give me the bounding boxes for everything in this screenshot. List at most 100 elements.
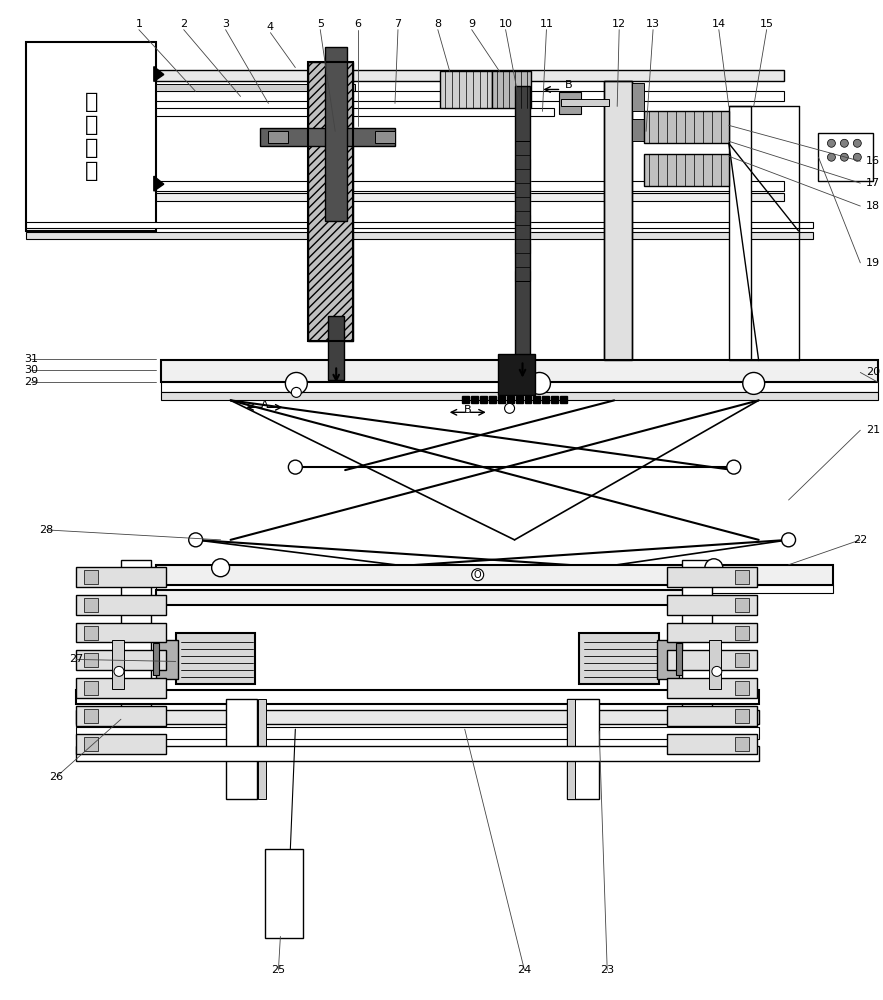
Bar: [26, 232, 813, 239]
Bar: [440, 71, 492, 108]
Polygon shape: [515, 271, 531, 281]
Bar: [667, 734, 757, 754]
Circle shape: [827, 153, 835, 161]
Text: 29: 29: [24, 377, 38, 387]
Bar: [632, 83, 644, 111]
Bar: [76, 706, 166, 726]
Polygon shape: [525, 396, 532, 403]
Bar: [155, 91, 783, 101]
Text: 15: 15: [759, 19, 774, 29]
Text: 27: 27: [69, 654, 83, 664]
Bar: [682, 560, 712, 759]
Polygon shape: [154, 176, 164, 191]
Bar: [26, 42, 155, 231]
Bar: [562, 99, 609, 106]
Bar: [76, 727, 758, 739]
Bar: [155, 84, 355, 91]
Text: 1: 1: [135, 19, 142, 29]
Bar: [225, 699, 258, 799]
Circle shape: [189, 533, 203, 547]
Bar: [259, 699, 267, 799]
Polygon shape: [488, 396, 495, 403]
Bar: [76, 650, 166, 670]
Text: 20: 20: [866, 367, 880, 377]
Bar: [161, 382, 879, 392]
Text: 21: 21: [866, 425, 880, 435]
Polygon shape: [507, 396, 514, 403]
Circle shape: [841, 153, 849, 161]
Polygon shape: [462, 396, 469, 403]
Bar: [308, 62, 353, 341]
Text: 9: 9: [468, 19, 475, 29]
Bar: [155, 640, 177, 679]
Bar: [121, 560, 151, 759]
Text: 16: 16: [866, 156, 880, 166]
Bar: [604, 81, 632, 360]
Bar: [492, 71, 532, 108]
Circle shape: [212, 559, 230, 577]
Polygon shape: [479, 396, 487, 403]
Bar: [735, 598, 749, 612]
Bar: [375, 131, 395, 143]
Text: 25: 25: [271, 965, 285, 975]
Bar: [76, 734, 166, 754]
Bar: [155, 585, 834, 593]
Bar: [667, 650, 757, 670]
Text: 10: 10: [499, 19, 513, 29]
Bar: [84, 737, 98, 751]
Circle shape: [743, 372, 765, 394]
Text: 4: 4: [267, 22, 274, 32]
Bar: [84, 570, 98, 584]
Bar: [84, 626, 98, 640]
Text: A: A: [260, 400, 268, 410]
Text: B: B: [464, 405, 472, 415]
Bar: [76, 710, 758, 724]
Text: 雷
达
天
线: 雷 达 天 线: [85, 92, 98, 181]
Polygon shape: [515, 187, 531, 197]
Polygon shape: [542, 396, 549, 403]
Bar: [498, 354, 535, 395]
Text: 26: 26: [49, 772, 64, 782]
Text: 7: 7: [395, 19, 402, 29]
Text: B: B: [564, 80, 572, 90]
Circle shape: [853, 139, 861, 147]
Text: 30: 30: [24, 365, 38, 375]
Bar: [735, 570, 749, 584]
Bar: [515, 141, 531, 281]
Circle shape: [289, 460, 302, 474]
Polygon shape: [515, 257, 531, 267]
Bar: [735, 709, 749, 723]
Bar: [735, 737, 749, 751]
Bar: [657, 640, 679, 679]
Bar: [667, 706, 757, 726]
Bar: [735, 653, 749, 667]
Bar: [560, 92, 581, 114]
Bar: [84, 681, 98, 695]
Bar: [644, 154, 728, 186]
Polygon shape: [515, 243, 531, 253]
Text: 17: 17: [866, 178, 880, 188]
Bar: [667, 595, 757, 615]
Polygon shape: [516, 396, 523, 403]
Text: O: O: [474, 570, 481, 580]
Bar: [76, 678, 166, 698]
Bar: [632, 119, 644, 141]
Bar: [84, 709, 98, 723]
Circle shape: [853, 153, 861, 161]
Text: 6: 6: [355, 19, 362, 29]
Polygon shape: [515, 159, 531, 169]
Polygon shape: [471, 396, 478, 403]
Circle shape: [114, 666, 124, 676]
Bar: [176, 633, 255, 684]
Polygon shape: [515, 215, 531, 225]
Polygon shape: [515, 145, 531, 155]
Text: 28: 28: [39, 525, 53, 535]
Circle shape: [712, 666, 721, 676]
Circle shape: [504, 403, 515, 413]
Bar: [26, 222, 813, 228]
Bar: [155, 108, 555, 116]
Bar: [268, 131, 289, 143]
Polygon shape: [515, 229, 531, 239]
Bar: [76, 623, 166, 642]
Text: 13: 13: [646, 19, 660, 29]
